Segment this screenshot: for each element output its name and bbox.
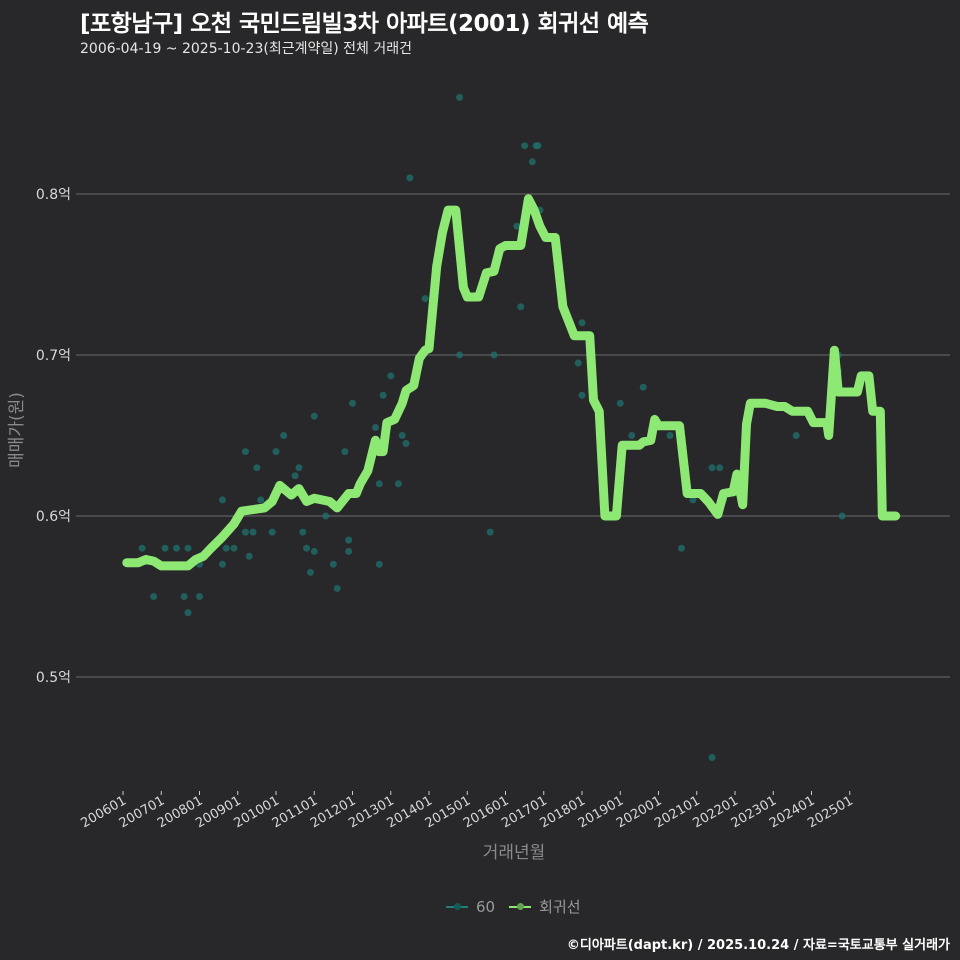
data-point [521,142,529,150]
data-point [578,391,586,399]
data-point [341,448,349,456]
data-point [184,544,192,552]
data-point [249,528,257,536]
data-point [272,448,280,456]
data-point [528,158,536,166]
data-point [180,593,188,600]
data-point [406,174,414,182]
x-axis: 2006012007012008012009012010012011012012… [79,791,856,831]
data-point [184,609,192,617]
data-point [456,93,464,101]
data-point [394,480,402,488]
data-point [639,383,647,391]
data-point [245,552,253,560]
data-point [173,544,181,552]
data-point [310,547,318,555]
data-point [517,303,525,311]
chart-subtitle: 2006-04-19 ~ 2025-10-23(최근계약일) 전체 거래건 [80,41,412,57]
data-point [578,319,586,327]
data-point [161,544,169,552]
data-point [349,399,356,407]
y-axis-label: 매매가(원) [7,392,27,468]
data-point [375,560,383,568]
data-point [295,464,303,472]
data-point [306,568,314,576]
data-point [345,536,353,544]
y-tick-label: 0.7억 [36,348,71,364]
data-point [708,754,716,761]
data-point [303,544,311,552]
footer-credit: ©디아파트(dapt.kr) / 2025.10.24 / 자료=국토교통부 실… [566,938,950,953]
data-point [838,512,846,520]
data-point [329,560,337,568]
legend-key-60-icon [446,905,468,908]
y-tick-label: 0.8억 [36,187,71,203]
y-tick-label: 0.5억 [36,670,71,686]
data-point [689,496,697,504]
data-point [138,544,146,552]
legend-item-60[interactable]: 60 [446,898,495,916]
data-point [218,496,226,504]
data-point [402,440,410,448]
data-point [322,512,330,520]
data-point [241,528,249,536]
data-point [456,351,464,359]
regression-line [122,194,901,571]
legend-item-regression[interactable]: 회귀선 [509,896,581,917]
data-point [379,391,387,399]
y-tick-label: 0.6억 [36,509,71,525]
data-point [716,464,724,472]
chart-title: [포항남구] 오천 국민드림빌3차 아파트(2001) 회귀선 예측 [80,11,649,37]
data-point [230,544,238,552]
data-point [257,496,265,504]
data-point [291,472,299,480]
data-point [299,528,307,536]
data-point [222,544,230,552]
scatter-points-60 [138,93,846,761]
data-point [375,480,383,488]
legend-label-regression: 회귀선 [539,898,581,916]
data-point [534,142,542,150]
data-point [616,399,624,407]
data-point [513,222,521,230]
data-point [490,351,498,359]
legend: 60 회귀선 [446,896,587,917]
x-axis-label: 거래년월 [483,843,546,863]
data-point [218,560,226,568]
y-axis: 0.5억 0.6억 0.7억 0.8억 [36,187,71,686]
data-point [792,432,800,439]
data-point [666,432,674,439]
data-point [486,528,494,536]
data-point [280,432,288,439]
data-point [387,372,395,380]
data-point [628,432,636,439]
data-point [268,528,276,536]
data-point [345,547,353,555]
data-point [310,412,318,420]
data-point [253,464,261,472]
data-point [574,359,582,367]
data-point [371,423,379,431]
data-point [333,584,341,592]
data-point [677,544,685,552]
legend-key-regression-icon [509,905,532,908]
data-point [398,432,406,439]
y-gridlines [76,193,950,678]
data-point [150,593,158,600]
legend-label-60: 60 [476,897,496,916]
data-point [421,295,429,303]
data-point [708,464,716,472]
data-point [196,593,203,600]
data-point [241,448,249,456]
